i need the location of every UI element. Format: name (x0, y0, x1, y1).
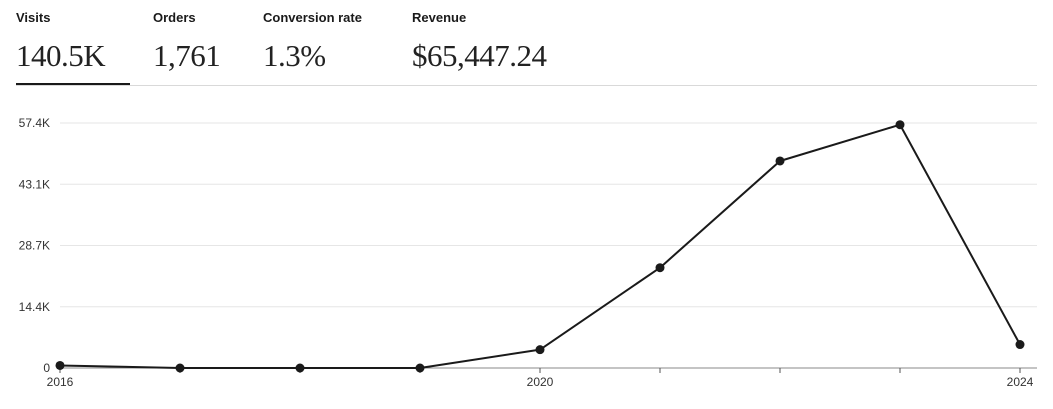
tab-visits[interactable]: Visits 140.5K (16, 0, 130, 86)
data-point (175, 363, 185, 373)
data-point (775, 156, 785, 166)
data-point (295, 363, 305, 373)
tab-revenue-value: $65,447.24 (412, 38, 547, 73)
tabs-divider (16, 85, 1037, 86)
data-point (1015, 340, 1025, 350)
y-tick-label: 0 (43, 361, 50, 375)
tab-visits-value: 140.5K (16, 38, 106, 73)
tab-conversion-rate[interactable]: Conversion rate 1.3% (263, 0, 388, 86)
visits-line-chart: 0 14.4K 28.7K 43.1K 57.4K 2016 2020 2024 (19, 116, 1037, 389)
y-tick-label: 57.4K (19, 116, 50, 130)
tab-visits-label: Visits (16, 10, 51, 25)
tab-conversion-rate-value: 1.3% (263, 38, 326, 73)
tab-conversion-rate-label: Conversion rate (263, 10, 362, 25)
data-point (535, 345, 545, 355)
y-tick-label: 14.4K (19, 300, 50, 314)
data-point (655, 263, 665, 273)
visits-series-line (59, 123, 1021, 369)
tab-orders[interactable]: Orders 1,761 (153, 0, 243, 86)
data-point (55, 360, 65, 370)
y-tick-label: 43.1K (19, 177, 50, 191)
data-point (895, 120, 905, 130)
y-tick-label: 28.7K (19, 239, 50, 253)
x-tick-label: 2024 (1007, 375, 1034, 389)
x-tick-label: 2016 (47, 375, 74, 389)
selected-tab-indicator (16, 83, 130, 85)
x-tick-label: 2020 (527, 375, 554, 389)
tab-orders-label: Orders (153, 10, 196, 25)
tab-revenue-label: Revenue (412, 10, 467, 25)
tab-revenue[interactable]: Revenue $65,447.24 (412, 0, 572, 86)
metric-tabs: Visits 140.5K Orders 1,761 Conversion ra… (0, 0, 1037, 86)
data-point (415, 363, 425, 373)
tab-orders-value: 1,761 (153, 38, 221, 73)
